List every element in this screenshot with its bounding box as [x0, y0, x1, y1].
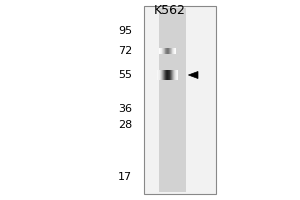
Bar [166, 48, 167, 54]
Bar [176, 70, 177, 80]
Bar [157, 70, 158, 80]
Bar [172, 48, 173, 54]
Text: 36: 36 [118, 104, 132, 114]
Bar [167, 48, 168, 54]
Bar [174, 48, 175, 54]
Bar [164, 70, 165, 80]
Bar [163, 48, 164, 54]
Bar [170, 70, 171, 80]
Text: 55: 55 [118, 70, 132, 80]
Bar [171, 70, 172, 80]
Bar [166, 70, 167, 80]
Bar [169, 48, 170, 54]
Text: 95: 95 [118, 26, 132, 36]
Bar [174, 70, 175, 80]
Bar [170, 48, 171, 54]
Bar [160, 48, 161, 54]
Polygon shape [188, 71, 198, 79]
Bar [160, 70, 161, 80]
Bar [162, 48, 163, 54]
Text: K562: K562 [154, 4, 185, 18]
Bar [165, 48, 166, 54]
Bar [169, 70, 170, 80]
Text: 28: 28 [118, 120, 132, 130]
Bar [163, 70, 164, 80]
Bar [171, 48, 172, 54]
Bar [159, 48, 160, 54]
Bar [159, 8, 186, 192]
Bar [173, 48, 174, 54]
Bar [158, 70, 159, 80]
Bar [160, 70, 161, 80]
Bar [168, 48, 169, 54]
Text: 17: 17 [118, 172, 132, 182]
Bar [173, 70, 174, 80]
Bar [161, 70, 162, 80]
Bar [169, 48, 170, 54]
Bar [172, 70, 173, 80]
Bar [167, 70, 168, 80]
Bar [161, 48, 162, 54]
Bar [168, 70, 169, 80]
Bar [177, 70, 178, 80]
Bar [165, 70, 166, 80]
Bar [175, 70, 176, 80]
Bar [144, 6, 216, 194]
Bar [175, 48, 176, 54]
Text: 72: 72 [118, 46, 132, 56]
Bar [162, 70, 163, 80]
Bar [164, 48, 165, 54]
Bar [159, 70, 160, 80]
